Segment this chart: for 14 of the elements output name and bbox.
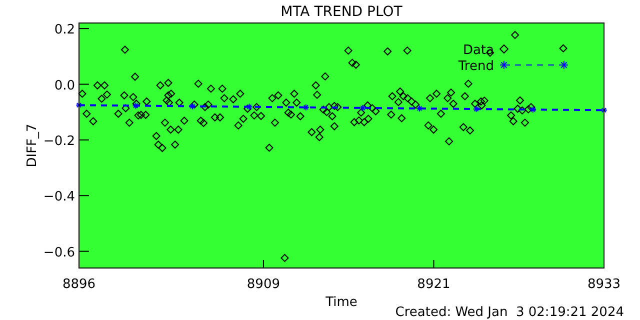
x-tick-label: 8933 xyxy=(587,277,621,292)
y-axis-title: DIFF_7 xyxy=(25,124,40,168)
y-tick-label: −0.2 xyxy=(43,134,75,149)
y-tick-label: 0.2 xyxy=(54,22,75,38)
y-tick-label: −0.6 xyxy=(43,245,75,260)
y-tick-label: −0.4 xyxy=(43,190,75,205)
legend-label: Trend xyxy=(457,59,494,74)
x-tick-label: 8921 xyxy=(417,277,450,292)
text: Created: Wed Jan 3 02:19:21 2024 xyxy=(395,305,624,320)
chart-title: MTA TREND PLOT xyxy=(280,4,403,20)
x-axis-title: Time xyxy=(324,295,358,310)
x-tick-label: 8896 xyxy=(62,277,96,292)
y-tick-label: 0.0 xyxy=(54,78,75,94)
x-tick-label: 8909 xyxy=(246,277,280,292)
